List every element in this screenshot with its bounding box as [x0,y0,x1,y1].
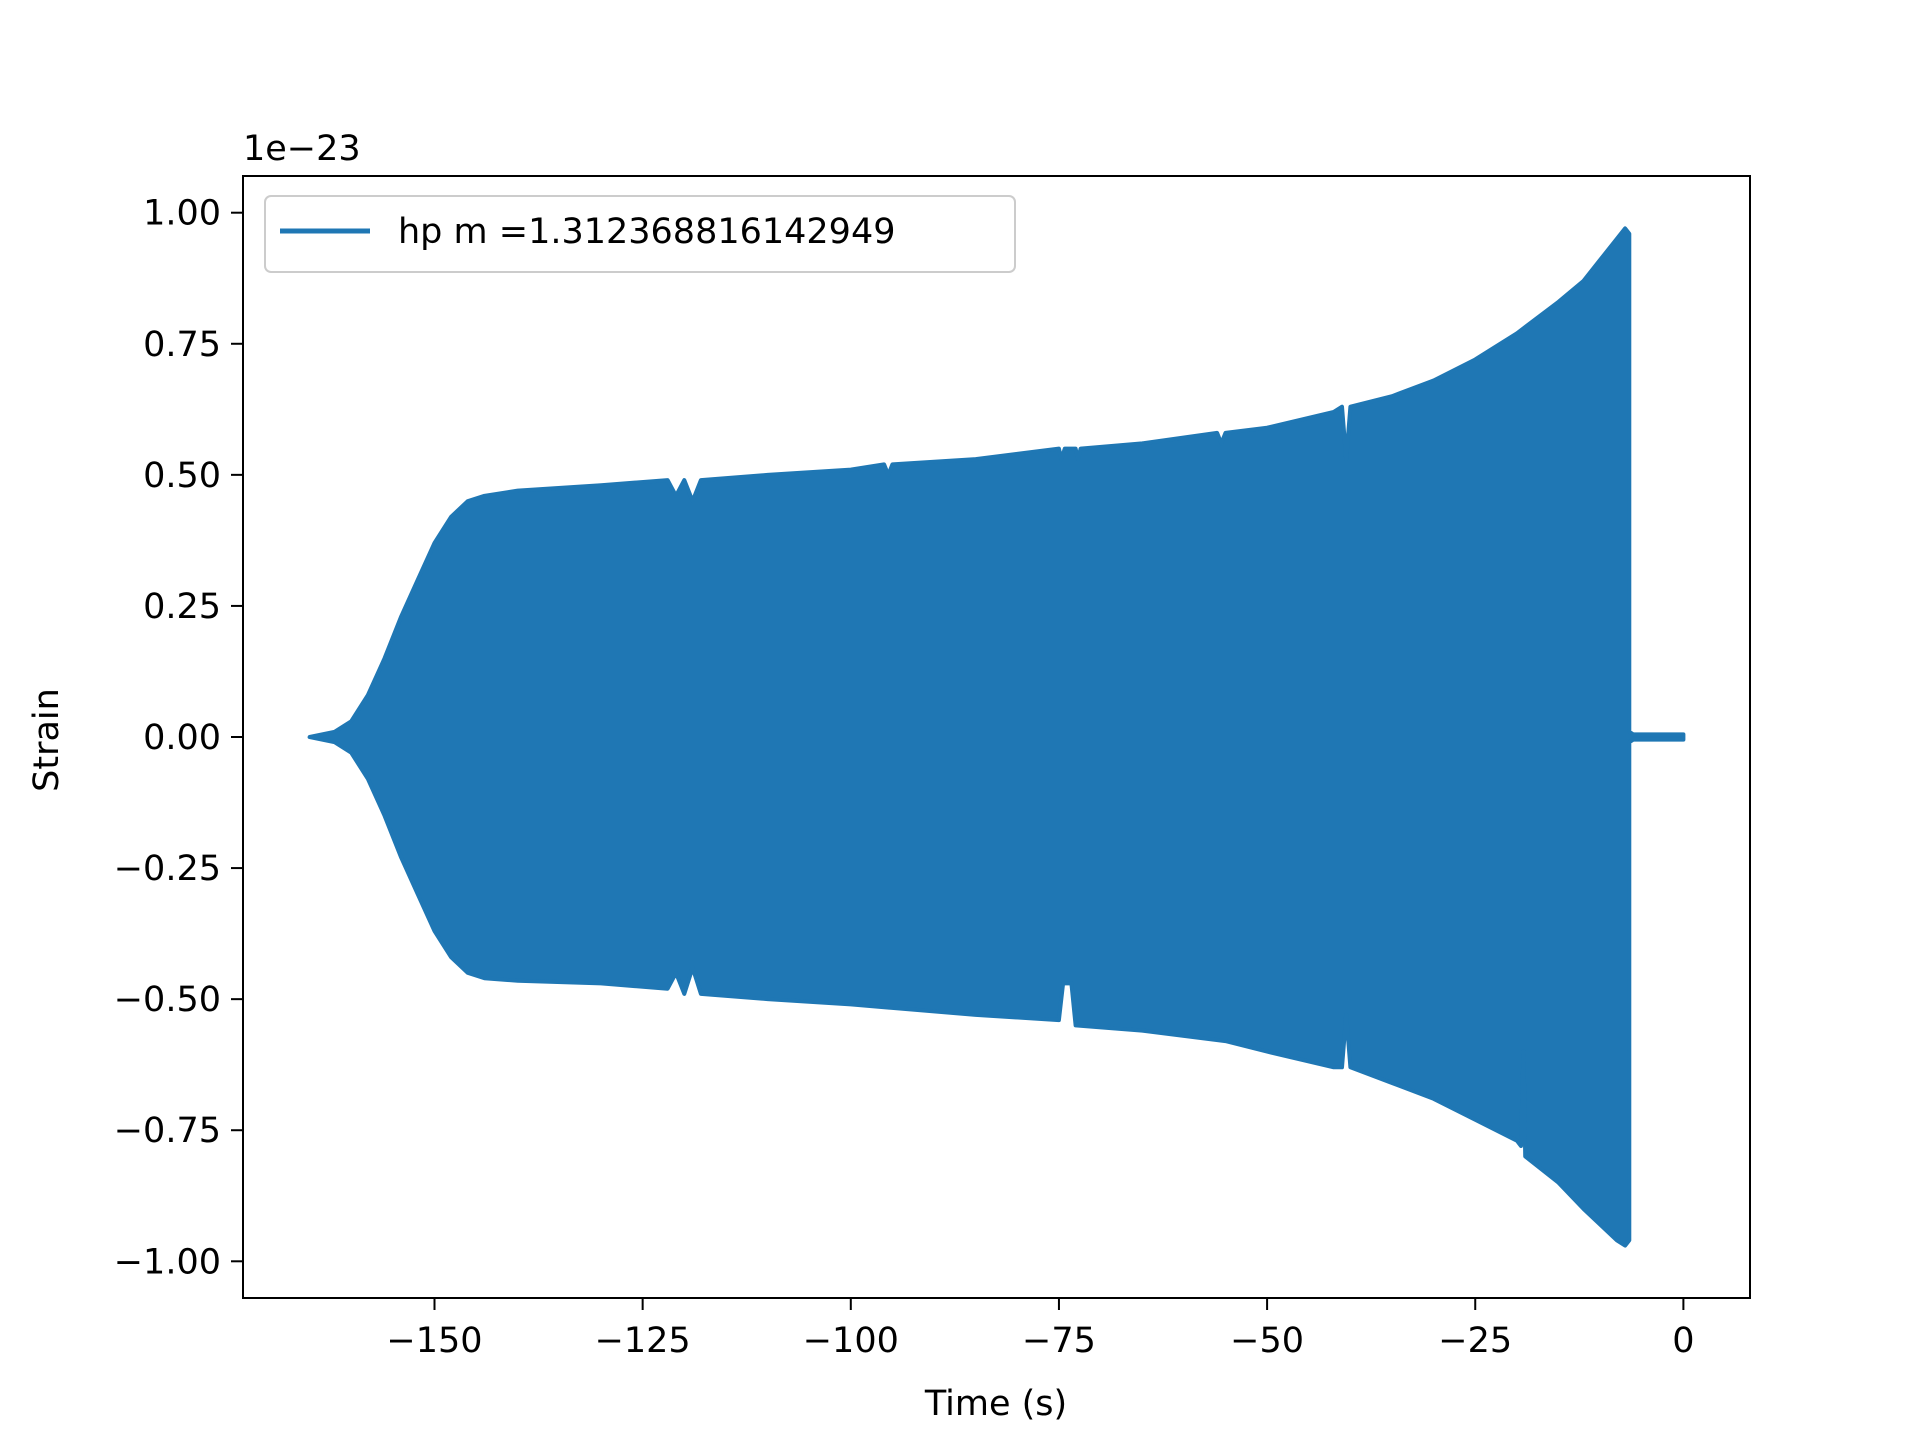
x-axis-label: Time (s) [924,1384,1067,1424]
y-tick-label: 1.00 [143,194,221,234]
series-hp-waveform [307,226,1686,1248]
y-offset-label: 1e−23 [243,129,361,169]
legend-box [264,195,1016,273]
x-tick-label: −50 [1230,1321,1304,1361]
y-tick-label: −0.75 [114,1111,221,1151]
y-tick-label: −1.00 [114,1242,221,1282]
legend-label-hp: hp m =1.312368816142949 [398,212,896,252]
y-axis-ticks: 1.00 0.75 0.50 0.25 0.00 −0.25 −0.50 −0.75 −1.00 [114,194,243,1282]
x-tick-label: −25 [1438,1321,1512,1361]
y-tick-label: −0.50 [114,980,221,1020]
series-layer [307,226,1686,1248]
plot-area [242,175,1751,1299]
y-axis-label: Strain [27,688,67,792]
y-tick-label: 0.75 [143,325,221,365]
y-tick-label: −0.25 [114,849,221,889]
x-tick-label: −150 [386,1321,482,1361]
x-tick-label: −125 [595,1321,691,1361]
legend: hp m =1.312368816142949 [264,195,1016,273]
y-tick-label: 0.25 [143,587,221,627]
y-tick-label: 0.00 [143,718,221,758]
x-tick-label: 0 [1672,1321,1694,1361]
x-tick-label: −100 [803,1321,899,1361]
x-axis-ticks: −150 −125 −100 −75 −50 −25 0 [386,1298,1695,1361]
x-tick-label: −75 [1022,1321,1096,1361]
y-tick-label: 0.50 [143,456,221,496]
